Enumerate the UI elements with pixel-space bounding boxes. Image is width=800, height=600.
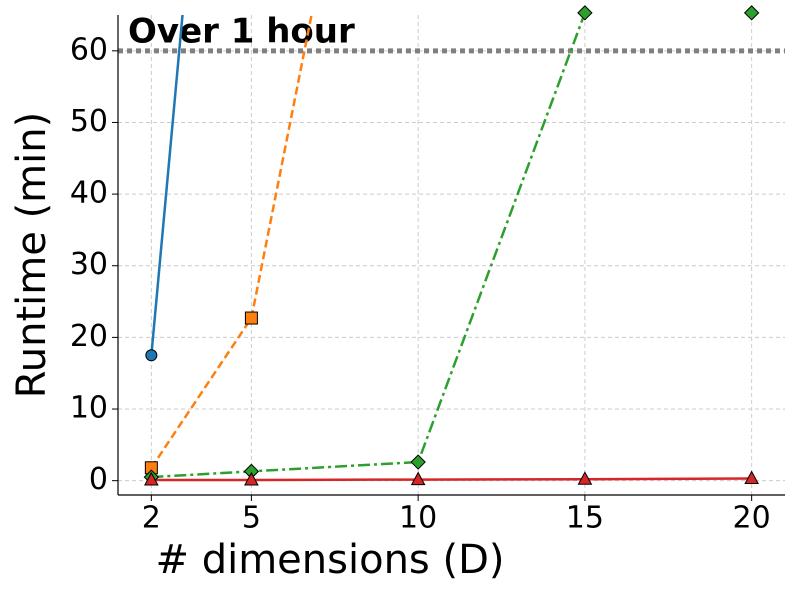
marker — [743, 5, 760, 21]
series-line — [151, 477, 752, 482]
marker — [144, 471, 159, 486]
marker — [410, 471, 426, 486]
x-axis-label: # dimensions (D) — [155, 537, 504, 583]
x-tick-label: 10 — [399, 501, 437, 536]
y-axis-label: Runtime (min) — [9, 112, 55, 398]
y-tick-label: 20 — [70, 319, 108, 354]
marker — [145, 349, 158, 362]
y-tick-label: 0 — [89, 462, 108, 497]
y-tick-label: 50 — [70, 104, 108, 139]
marker — [410, 454, 426, 470]
series-line — [150, 15, 313, 469]
y-tick-label: 40 — [70, 176, 108, 211]
series-line — [150, 15, 184, 356]
marker — [244, 311, 258, 325]
y-tick-label: 30 — [70, 247, 108, 282]
marker — [577, 5, 593, 21]
y-tick-label: 60 — [70, 32, 108, 67]
marker — [744, 470, 759, 485]
marker — [244, 471, 259, 486]
x-tick-label: 2 — [142, 501, 161, 536]
x-tick-label: 20 — [733, 501, 771, 536]
series-line — [151, 15, 586, 479]
x-tick-label: 5 — [242, 501, 261, 536]
threshold-label: Over 1 hour — [128, 11, 355, 51]
x-tick-label: 15 — [566, 501, 604, 536]
y-tick-label: 10 — [70, 391, 108, 426]
marker — [577, 471, 593, 485]
plot-area — [150, 15, 752, 482]
